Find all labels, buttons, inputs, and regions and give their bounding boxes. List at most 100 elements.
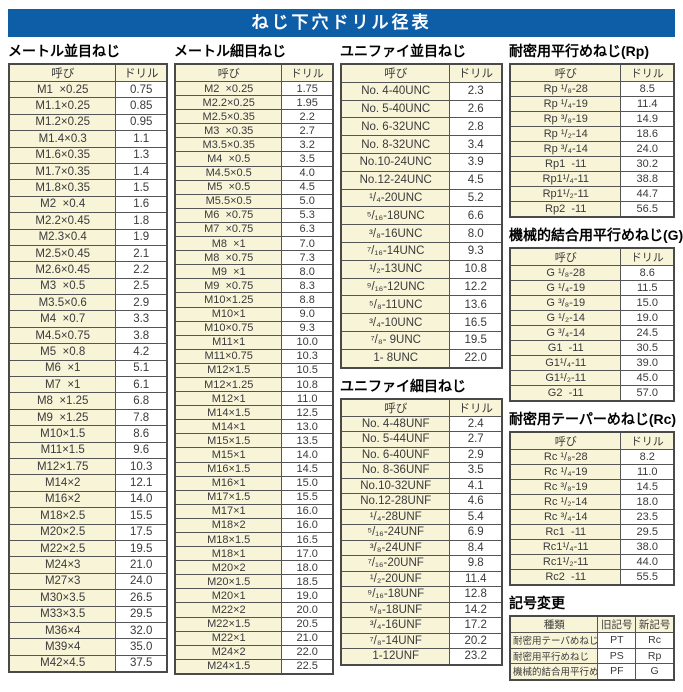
table-row: Rc ³/₄-14 23.5 xyxy=(509,509,675,525)
table-columns: メートル並目ねじ 呼び ドリル M1 ×0.25 0.75 M1.1×0.25 0.8… xyxy=(0,43,683,681)
drill-value-cell: 8.2 xyxy=(620,449,675,465)
drill-value-cell: 5.2 xyxy=(449,188,503,208)
table-row: M16×1.5 14.5 xyxy=(174,461,334,477)
drill-value-cell: 35.0 xyxy=(115,638,168,656)
table-row: M24×3 21.0 xyxy=(8,556,168,574)
drill-value-cell: PF xyxy=(597,663,637,680)
column-unified: ユニファイ並目ねじ 呼び ドリル No. 4-40UNC 2.3 No. 5-40U… xyxy=(340,43,503,666)
drill-value-cell: 14.2 xyxy=(449,601,503,619)
thread-designation-cell: Rc ¹/₂-14 xyxy=(509,494,622,510)
table-row: M24×2 22.0 xyxy=(174,644,334,660)
drill-value-cell: 13.6 xyxy=(449,295,503,315)
table-row: ¹/₂-20UNF 11.4 xyxy=(340,570,503,588)
drill-value-cell: 8.4 xyxy=(449,539,503,557)
rp-table: 呼び ドリル Rp ¹/₈-28 8.5 Rp ¹/₄-19 11.4 Rp ³/₈-1… xyxy=(509,63,675,218)
drill-value-cell: 5.4 xyxy=(449,508,503,526)
drill-value-cell: 22.0 xyxy=(449,348,503,369)
drill-value-cell: 11.0 xyxy=(620,464,675,480)
drill-value-cell: 6.1 xyxy=(115,376,168,394)
thread-designation-cell: No. 5-40UNC xyxy=(340,99,451,119)
drill-value-cell: 1.6 xyxy=(115,195,168,214)
thread-designation-cell: Rp ¹/₄-19 xyxy=(509,96,622,112)
table-row: M22×1.5 20.5 xyxy=(174,616,334,632)
drill-value-cell: 19.5 xyxy=(115,539,168,558)
table-row: M39×4 35.0 xyxy=(8,638,168,656)
thread-designation-cell: M5 ×0.5 xyxy=(174,179,283,195)
table-row: G1¹/₂-11 45.0 xyxy=(509,370,675,386)
table-row: Rp ³/₈-19 14.9 xyxy=(509,111,675,127)
thread-designation-cell: M9 ×0.75 xyxy=(174,278,283,294)
drill-value-cell: 16.5 xyxy=(281,531,334,548)
table-row: M2 ×0.4 1.6 xyxy=(8,195,168,214)
drill-value-cell: 38.0 xyxy=(620,539,675,555)
table-header-row: 呼び ドリル xyxy=(340,63,503,83)
thread-designation-cell: G2 -11 xyxy=(509,385,622,402)
thread-designation-cell: Rc1 -11 xyxy=(509,524,622,540)
drill-value-cell: 10.8 xyxy=(281,376,334,393)
drill-value-cell: PS xyxy=(597,647,637,664)
thread-designation-cell: M18×2.5 xyxy=(8,507,117,525)
thread-designation-cell: Rp1 -11 xyxy=(509,156,622,172)
table-row: M17×1 16.0 xyxy=(174,503,334,519)
drill-value-cell: 18.5 xyxy=(281,574,334,590)
thread-designation-cell: M33×3.5 xyxy=(8,605,117,623)
drill-value-cell: 9.0 xyxy=(281,306,334,322)
thread-designation-cell: M11×1.5 xyxy=(8,441,117,459)
thread-designation-cell: M39×4 xyxy=(8,638,117,656)
thread-designation-cell: M22×2.5 xyxy=(8,539,117,558)
column-header-drill: ドリル xyxy=(115,63,168,82)
thread-designation-cell: M2.5×0.35 xyxy=(174,109,283,125)
thread-designation-cell: No. 4-48UNF xyxy=(340,415,451,433)
thread-designation-cell: M2 ×0.25 xyxy=(174,80,283,97)
thread-designation-cell: G1¹/₂-11 xyxy=(509,370,622,386)
column-header-drill: ドリル xyxy=(620,63,675,82)
column-header-name: 呼び xyxy=(509,63,622,82)
thread-designation-cell: M22×1 xyxy=(174,630,283,646)
thread-designation-cell: M1.6×0.35 xyxy=(8,146,117,164)
drill-value-cell: 0.85 xyxy=(115,97,168,115)
thread-designation-cell: M8 ×0.75 xyxy=(174,250,283,266)
thread-designation-cell: ¹/₄-20UNC xyxy=(340,188,451,208)
table-row: M2.5×0.35 2.2 xyxy=(174,109,334,125)
column-header-name: 呼び xyxy=(174,63,283,82)
column-metric-fine: メートル細目ねじ 呼び ドリル M2 ×0.25 1.75 M2.2×0.25 1.9… xyxy=(174,43,334,675)
drill-value-cell: 16.5 xyxy=(449,313,503,332)
drill-value-cell: 14.5 xyxy=(281,461,334,477)
thread-designation-cell: G1¹/₄-11 xyxy=(509,355,622,371)
table-row: M11×1 10.0 xyxy=(174,334,334,350)
table-row: M22×2 20.0 xyxy=(174,602,334,618)
table-row: Rc1¹/₂-11 44.0 xyxy=(509,554,675,570)
thread-designation-cell: No.10-24UNC xyxy=(340,152,451,172)
thread-designation-cell: No.10-32UNF xyxy=(340,477,451,495)
thread-designation-cell: M4.5×0.75 xyxy=(8,326,117,345)
table-row: M2.2×0.45 1.8 xyxy=(8,212,168,230)
drill-value-cell: 3.9 xyxy=(449,152,503,172)
drill-value-cell: 4.5 xyxy=(281,179,334,195)
table-row: No.10-32UNF 4.1 xyxy=(340,477,503,495)
thread-designation-cell: M22×2 xyxy=(174,602,283,618)
thread-designation-cell: M17×1.5 xyxy=(174,489,283,505)
table-row: M16×2 14.0 xyxy=(8,490,168,509)
table-row: Rp ¹/₈-28 8.5 xyxy=(509,81,675,97)
thread-designation-cell: Rp ³/₈-19 xyxy=(509,111,622,127)
drill-value-cell: 55.5 xyxy=(620,569,675,586)
table-row: Rc ¹/₄-19 11.0 xyxy=(509,464,675,480)
drill-value-cell: 22.5 xyxy=(281,658,334,675)
column-metric-coarse: メートル並目ねじ 呼び ドリル M1 ×0.25 0.75 M1.1×0.25 0.8… xyxy=(8,43,168,674)
thread-designation-cell: G1 -11 xyxy=(509,340,622,356)
drill-value-cell: 1.4 xyxy=(115,162,168,181)
column-header-name: 呼び xyxy=(340,63,451,83)
drill-value-cell: 8.5 xyxy=(620,81,675,97)
thread-designation-cell: M17×1 xyxy=(174,503,283,519)
drill-value-cell: 15.5 xyxy=(281,489,334,505)
drill-value-cell: 5.3 xyxy=(281,207,334,223)
table-row: M8 ×1 7.0 xyxy=(174,236,334,252)
drill-value-cell: G xyxy=(635,663,675,680)
thread-designation-cell: M5 ×0.8 xyxy=(8,343,117,361)
drill-value-cell: 37.5 xyxy=(115,654,168,673)
table-row: ¹/₄-28UNF 5.4 xyxy=(340,508,503,526)
drill-value-cell: 2.9 xyxy=(449,446,503,464)
drill-value-cell: 5.0 xyxy=(281,193,334,209)
drill-value-cell: 2.2 xyxy=(115,261,168,279)
thread-designation-cell: Rc ¹/₈-28 xyxy=(509,449,622,465)
